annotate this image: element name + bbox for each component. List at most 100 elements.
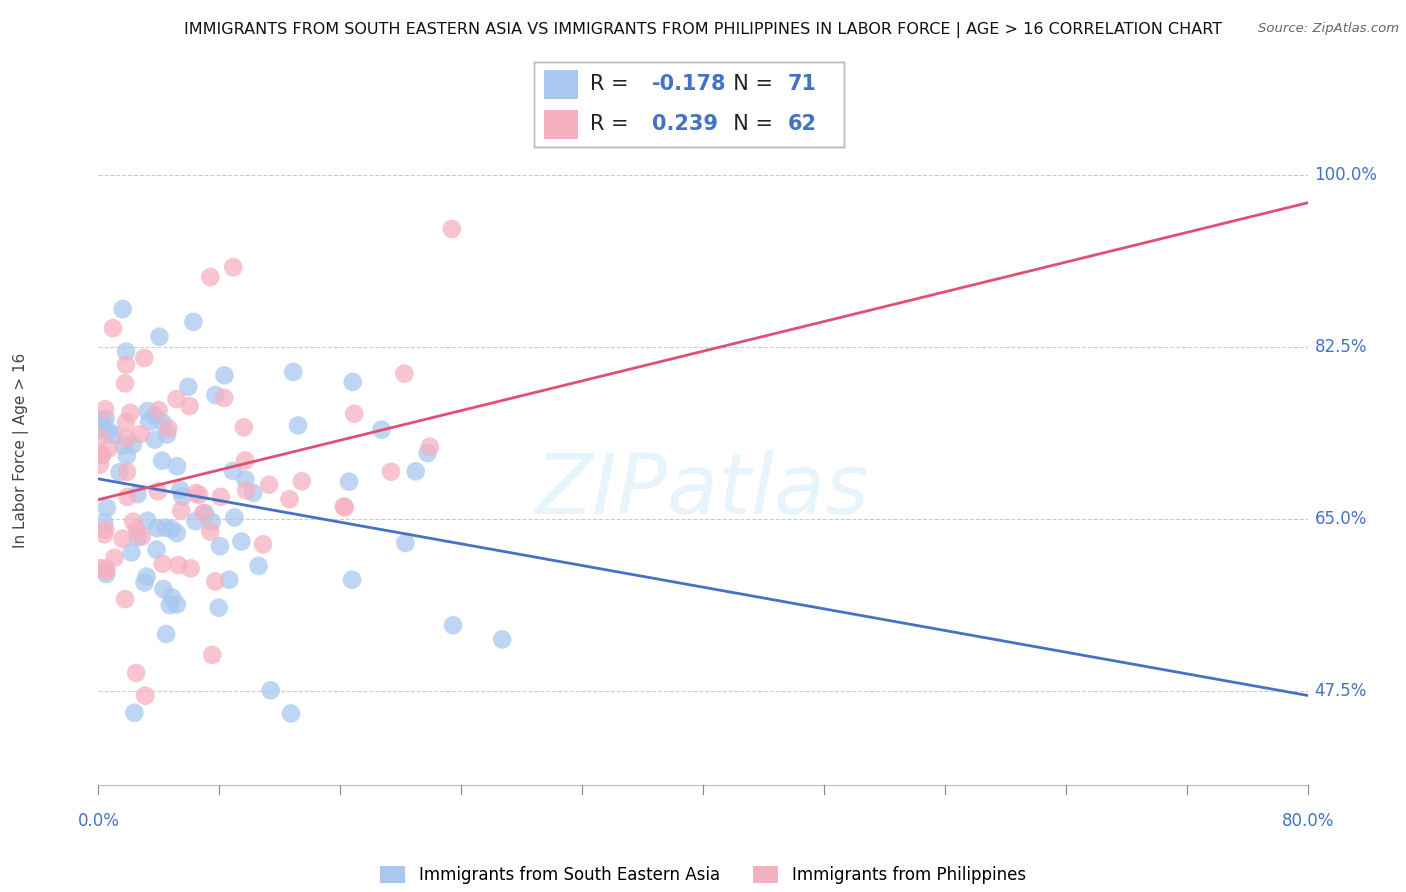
Legend: Immigrants from South Eastern Asia, Immigrants from Philippines: Immigrants from South Eastern Asia, Immi… [374,859,1032,890]
Point [342,375,364,389]
Point [166,392,188,406]
Point [121,438,143,452]
Text: 100.0%: 100.0% [1315,166,1378,184]
Point [131,529,153,543]
Point [167,558,190,572]
Point [200,270,222,285]
Point [394,367,416,381]
Point [416,446,439,460]
Point [232,420,254,434]
Point [287,418,309,433]
Point [143,409,166,423]
Point [125,523,148,537]
Point [148,403,170,417]
Point [166,459,188,474]
Point [94,411,117,425]
Point [89,561,111,575]
Point [179,399,201,413]
Point [172,490,194,504]
Point [166,598,188,612]
Point [201,648,224,662]
Point [169,483,191,497]
Point [93,527,115,541]
Point [208,600,231,615]
Point [419,440,441,454]
Text: 82.5%: 82.5% [1315,338,1367,356]
Point [259,477,281,491]
Point [184,486,207,500]
Point [278,492,301,507]
Point [89,423,111,437]
Point [127,487,149,501]
Point [117,490,139,504]
Point [136,404,159,418]
Point [233,453,256,467]
Text: 47.5%: 47.5% [1315,682,1367,700]
Point [115,415,138,429]
Point [150,415,173,429]
Point [201,515,224,529]
Text: ZIPatlas: ZIPatlas [536,450,870,531]
Point [209,490,232,504]
Point [124,706,146,720]
Point [114,592,136,607]
Point [343,407,366,421]
Point [103,428,125,442]
Point [93,515,115,529]
Point [233,473,256,487]
Point [148,330,170,344]
Point [136,514,159,528]
Point [115,431,138,445]
Point [90,448,112,462]
Text: N =: N = [720,74,779,95]
Point [159,598,181,612]
Point [405,464,427,478]
Point [156,427,179,442]
Text: Source: ZipAtlas.com: Source: ZipAtlas.com [1258,22,1399,36]
Point [214,368,236,383]
Point [166,526,188,541]
Point [242,486,264,500]
Point [122,515,145,529]
Point [121,545,143,559]
Text: IMMIGRANTS FROM SOUTH EASTERN ASIA VS IMMIGRANTS FROM PHILIPPINES IN LABOR FORCE: IMMIGRANTS FROM SOUTH EASTERN ASIA VS IM… [184,22,1222,38]
Point [441,618,464,632]
Point [260,683,283,698]
Point [127,530,149,544]
Point [340,573,363,587]
Point [204,388,226,402]
Point [115,465,138,479]
Point [94,523,117,537]
Point [370,423,392,437]
Bar [544,110,578,139]
Point [134,689,156,703]
Text: 65.0%: 65.0% [1315,510,1367,528]
Point [145,542,167,557]
Point [394,536,416,550]
Point [108,466,131,480]
Point [153,521,176,535]
Point [160,591,183,605]
Text: R =: R = [591,114,636,135]
Point [231,534,253,549]
Point [283,365,305,379]
Point [120,406,142,420]
Point [155,627,177,641]
Bar [544,70,578,99]
Point [89,431,111,445]
Point [337,475,360,489]
Point [115,358,138,372]
Point [152,582,174,596]
Text: In Labor Force | Age > 16: In Labor Force | Age > 16 [13,353,30,548]
Point [134,351,156,365]
Point [96,566,118,581]
Point [222,464,245,478]
Point [333,500,356,515]
Point [200,524,222,539]
Point [96,500,118,515]
Point [224,510,246,524]
Point [152,557,174,571]
Point [101,321,124,335]
Text: R =: R = [591,74,636,95]
Point [90,448,112,462]
